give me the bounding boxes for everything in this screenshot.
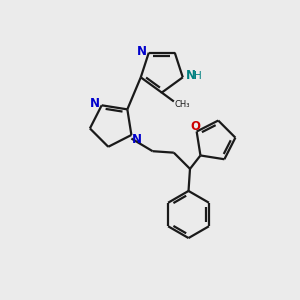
Text: H: H [194, 71, 202, 81]
Text: N: N [186, 69, 196, 82]
Text: N: N [90, 97, 100, 110]
Text: N: N [137, 45, 147, 58]
Text: O: O [190, 120, 200, 133]
Text: CH₃: CH₃ [174, 100, 190, 109]
Text: N: N [132, 133, 142, 146]
